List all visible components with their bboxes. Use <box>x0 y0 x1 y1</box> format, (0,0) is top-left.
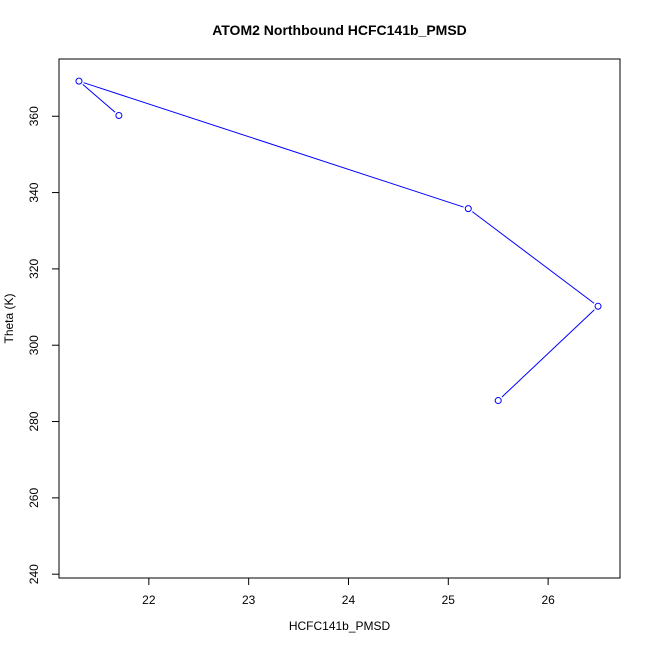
series-line-segment <box>83 82 464 208</box>
data-point <box>464 205 472 213</box>
y-axis-label: Theta (K) <box>2 293 16 343</box>
x-tick-label: 24 <box>342 593 356 607</box>
chart-title: ATOM2 Northbound HCFC141b_PMSD <box>212 22 467 38</box>
data-point <box>115 111 123 119</box>
series-line-segment <box>501 309 595 398</box>
x-axis: 22 23 24 25 26 <box>142 577 555 607</box>
series-line-segment <box>82 84 116 113</box>
y-tick-label: 280 <box>27 411 41 431</box>
series-layer <box>75 77 602 405</box>
y-tick-label: 260 <box>27 488 41 508</box>
x-tick-label: 23 <box>242 593 256 607</box>
x-tick-label: 22 <box>142 593 156 607</box>
data-point <box>494 397 502 405</box>
y-tick-label: 300 <box>27 335 41 355</box>
y-tick-label: 360 <box>27 106 41 126</box>
x-tick-label: 26 <box>541 593 555 607</box>
x-axis-label: HCFC141b_PMSD <box>289 619 391 633</box>
series-line-segment <box>471 211 595 304</box>
data-point <box>75 77 83 85</box>
y-tick-label: 240 <box>27 564 41 584</box>
x-tick-label: 25 <box>442 593 456 607</box>
y-axis: 240 260 280 300 320 340 360 <box>27 106 60 584</box>
data-point <box>594 302 602 310</box>
y-tick-label: 320 <box>27 259 41 279</box>
y-tick-label: 340 <box>27 182 41 202</box>
